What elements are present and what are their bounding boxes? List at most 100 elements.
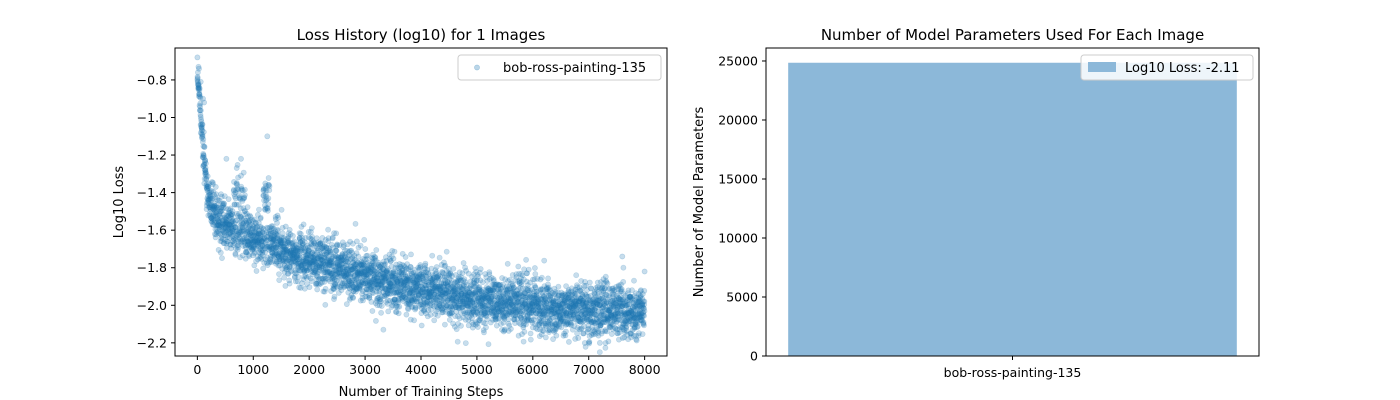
scatter-point	[238, 185, 245, 192]
scatter-point	[257, 214, 264, 221]
scatter-point	[247, 226, 254, 233]
scatter-point	[203, 175, 210, 182]
scatter-point	[239, 197, 246, 204]
scatter-point	[194, 75, 201, 81]
scatter-point	[229, 211, 236, 217]
scatter-point	[403, 311, 410, 318]
scatter-point	[256, 236, 263, 243]
scatter-point	[260, 187, 267, 194]
scatter-point	[222, 219, 229, 225]
scatter-point	[248, 242, 255, 248]
scatter-point	[257, 215, 264, 222]
scatter-point	[206, 189, 213, 196]
y-tick-label: −2.2	[137, 335, 167, 350]
scatter-point	[222, 224, 229, 231]
scatter-point	[208, 202, 215, 209]
scatter-point	[196, 93, 203, 100]
scatter-point	[217, 230, 224, 237]
scatter-point	[202, 169, 209, 176]
scatter-point	[194, 76, 201, 83]
scatter-point	[233, 180, 240, 186]
scatter-point	[231, 191, 238, 197]
scatter-point	[216, 222, 223, 229]
scatter-point	[241, 239, 248, 246]
scatter-point	[230, 187, 237, 194]
scatter-point	[242, 207, 248, 214]
scatter-point	[222, 205, 229, 212]
scatter-point	[227, 229, 234, 235]
scatter-point	[237, 236, 244, 242]
scatter-point	[443, 248, 450, 255]
scatter-point	[211, 202, 218, 209]
scatter-point	[249, 246, 256, 253]
scatter-point	[234, 231, 241, 237]
scatter-point	[453, 326, 460, 333]
scatter-point	[204, 183, 211, 190]
scatter-point	[220, 227, 226, 233]
scatter-point	[246, 253, 253, 260]
scatter-point	[198, 135, 205, 141]
scatter-point	[224, 217, 231, 223]
scatter-point	[259, 246, 266, 253]
scatter-point	[211, 204, 218, 210]
scatter-point	[219, 223, 226, 230]
scatter-point	[353, 238, 360, 245]
scatter-point	[631, 277, 637, 284]
scatter-point	[240, 227, 247, 233]
scatter-point	[228, 219, 235, 226]
scatter-point	[243, 234, 250, 241]
scatter-point	[263, 205, 270, 211]
scatter-point	[390, 255, 397, 262]
scatter-point	[262, 249, 268, 256]
scatter-point	[213, 229, 220, 236]
scatter-point	[263, 229, 270, 236]
scatter-point	[251, 262, 258, 269]
scatter-point	[228, 225, 234, 231]
scatter-point	[255, 237, 262, 244]
scatter-point	[257, 231, 264, 238]
scatter-point	[225, 221, 232, 228]
scatter-point	[247, 237, 254, 243]
scatter-point	[240, 169, 247, 176]
scatter-point	[256, 237, 263, 243]
scatter-point	[545, 275, 551, 282]
scatter-point	[208, 187, 215, 194]
scatter-point	[224, 220, 231, 227]
scatter-point	[215, 230, 222, 237]
scatter-point	[223, 232, 230, 239]
scatter-point	[244, 238, 251, 245]
scatter-point	[248, 232, 254, 239]
scatter-point	[242, 255, 249, 262]
scatter-point	[252, 234, 259, 241]
scatter-point	[208, 218, 215, 224]
scatter-point	[258, 244, 264, 251]
scatter-point	[391, 248, 398, 255]
scatter-point	[220, 201, 227, 208]
y-tick-label: 0	[750, 349, 758, 364]
scatter-point	[222, 222, 228, 228]
scatter-point	[206, 204, 213, 211]
scatter-point	[247, 231, 253, 237]
scatter-point	[210, 189, 217, 195]
scatter-point	[224, 212, 230, 219]
scatter-point	[263, 193, 269, 200]
scatter-point	[222, 229, 229, 235]
scatter-point	[244, 241, 251, 248]
scatter-point	[276, 271, 282, 277]
scatter-point	[211, 217, 218, 224]
scatter-point	[195, 82, 201, 88]
scatter-point	[245, 239, 252, 246]
scatter-point	[278, 206, 285, 213]
legend-label: Log10 Loss: -2.11	[1125, 61, 1240, 76]
scatter-point	[322, 301, 329, 308]
scatter-point	[207, 208, 213, 215]
scatter-point	[236, 210, 242, 217]
scatter-point	[212, 212, 219, 219]
scatter-point	[212, 183, 219, 190]
y-tick-label: 15000	[718, 171, 758, 186]
scatter-point	[265, 175, 272, 181]
scatter-point	[197, 111, 204, 118]
scatter-point	[242, 236, 249, 243]
scatter-point	[258, 256, 265, 262]
scatter-point	[255, 230, 262, 237]
